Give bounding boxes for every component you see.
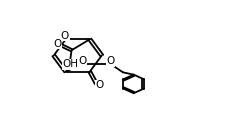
Text: O: O — [78, 56, 87, 66]
Text: OH: OH — [62, 59, 78, 69]
Text: O: O — [96, 80, 104, 90]
Text: O: O — [53, 39, 62, 49]
Text: O: O — [107, 56, 115, 66]
Text: O: O — [61, 31, 69, 41]
